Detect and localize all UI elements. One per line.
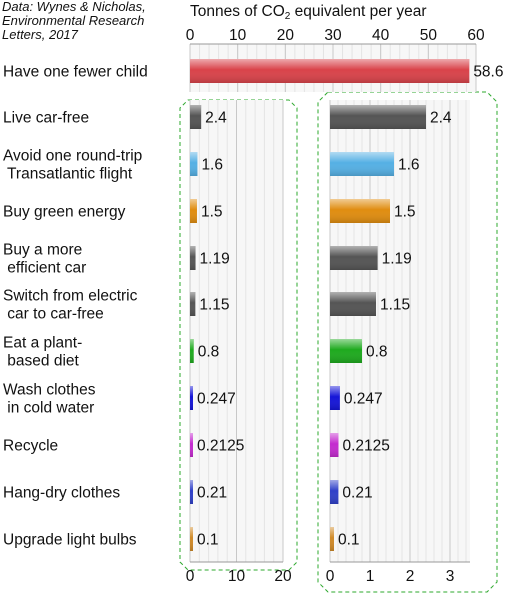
bar-shading — [190, 105, 202, 129]
category-label-line: efficient car — [3, 260, 86, 277]
bar-value-label: 0.1 — [197, 532, 219, 549]
bar-value-label: 0.2125 — [343, 438, 390, 455]
category-label: Live car-free — [3, 110, 89, 127]
bar-shading — [190, 480, 193, 504]
x-tick-label: 50 — [420, 27, 438, 44]
category-label: Avoid one round-trip Transatlantic fligh… — [3, 148, 142, 183]
category-label-line: Buy green energy — [3, 204, 126, 221]
bar-value-label: 0.2125 — [197, 438, 244, 455]
category-label-line: Eat a plant- — [3, 335, 82, 352]
bar-shading — [330, 292, 376, 316]
category-label-line: Hang-dry clothes — [3, 485, 120, 502]
bar-shading — [190, 527, 193, 551]
bar-value-label: 1.15 — [380, 297, 410, 314]
category-label: Hang-dry clothes — [3, 485, 120, 502]
category-label: Recycle — [3, 438, 58, 455]
chart-title-text: Tonnes of CO — [190, 3, 285, 20]
category-label: Upgrade light bulbs — [3, 532, 137, 549]
category-label: Have one fewer child — [3, 64, 148, 81]
bar-value-label: 1.19 — [382, 251, 412, 268]
x-tick-label: 0 — [186, 568, 195, 585]
bar-value-label: 0.247 — [197, 391, 236, 408]
bar-shading — [330, 105, 426, 129]
bar-shading — [190, 386, 193, 410]
category-label: Buy a more efficient car — [3, 242, 86, 277]
category-label-line: Buy a more — [3, 242, 82, 259]
category-label-line: car to car-free — [3, 306, 104, 323]
bar-shading — [330, 386, 340, 410]
bar-value-label: 0.21 — [197, 485, 227, 502]
bar-value-label: 2.4 — [205, 110, 227, 127]
category-label: Buy green energy — [3, 204, 126, 221]
bar-shading — [330, 339, 362, 363]
bars-layer — [190, 59, 470, 551]
x-tick-label: 10 — [229, 27, 247, 44]
x-tick-label: 20 — [277, 27, 295, 44]
bar-value-label: 0.247 — [344, 391, 383, 408]
category-label-line: Recycle — [3, 438, 58, 455]
x-tick-label: 0 — [326, 568, 335, 585]
source-note-line: Environmental Research — [2, 13, 145, 28]
x-tick-label: 1 — [366, 568, 375, 585]
category-label-line: Switch from electric — [3, 288, 138, 305]
x-tick-label: 3 — [446, 568, 455, 585]
category-label-line: Avoid one round-trip — [3, 148, 142, 165]
bar-shading — [190, 433, 193, 457]
x-tick-label: 60 — [467, 27, 485, 44]
bar-shading — [330, 527, 334, 551]
bar-value-label: 58.6 — [473, 64, 503, 81]
bar-shading — [330, 246, 378, 270]
labels-layer: 0 10 20 30 40 50 60 0 10 20 0 1 2 3 58.6 2.4 1.6 1.5 1.19 1… — [3, 27, 503, 585]
panel-layer — [179, 91, 498, 593]
bar-value-label: 2.4 — [430, 110, 452, 127]
x-tick-label: 30 — [324, 27, 342, 44]
category-label-line: Have one fewer child — [3, 64, 148, 81]
bar-value-label: 1.15 — [199, 297, 229, 314]
category-label: Eat a plant- based diet — [3, 335, 82, 370]
x-tick-label: 20 — [274, 568, 292, 585]
bar-shading — [330, 152, 394, 176]
bar-shading — [330, 199, 390, 223]
category-label-line: Upgrade light bulbs — [3, 532, 137, 549]
category-label-line: Wash clothes — [3, 382, 96, 399]
category-label-line: Transatlantic flight — [3, 166, 133, 183]
chart-title: Tonnes of CO2 equivalent per year — [190, 3, 426, 22]
source-note-line: Letters, 2017 — [2, 27, 78, 42]
bar-shading — [190, 59, 470, 83]
bar-shading — [190, 152, 198, 176]
source-note: Data: Wynes & Nicholas, Environmental Re… — [2, 0, 182, 42]
x-tick-label: 2 — [406, 568, 415, 585]
panel-background — [330, 100, 470, 562]
chart-title-text-end: equivalent per year — [290, 3, 427, 20]
x-tick-label: 10 — [228, 568, 246, 585]
bar-value-label: 0.8 — [366, 344, 388, 361]
bar-shading — [330, 480, 339, 504]
category-label-line: in cold water — [3, 400, 94, 417]
category-label-line: based diet — [3, 353, 80, 370]
bar-shading — [190, 199, 197, 223]
bar-shading — [190, 339, 194, 363]
chart-title-subscript: 2 — [284, 11, 291, 22]
bar-value-label: 1.19 — [200, 251, 230, 268]
bar-value-label: 1.5 — [394, 204, 416, 221]
zoom-frame-left — [179, 99, 298, 571]
category-label: Wash clothes in cold water — [3, 382, 96, 417]
bar-shading — [190, 292, 196, 316]
bar-shading — [330, 433, 339, 457]
bar-value-label: 0.8 — [198, 344, 220, 361]
x-tick-label: 0 — [186, 27, 195, 44]
category-label: Switch from electric car to car-free — [3, 288, 138, 323]
bar-value-label: 1.5 — [201, 204, 223, 221]
bar-value-label: 0.1 — [338, 532, 360, 549]
x-tick-label: 40 — [372, 27, 390, 44]
bar-value-label: 1.6 — [201, 157, 223, 174]
bar-value-label: 0.21 — [342, 485, 372, 502]
zoom-frame-right — [317, 91, 498, 593]
category-label-line: Live car-free — [3, 110, 89, 127]
source-note-line: Data: Wynes & Nicholas, — [2, 0, 146, 14]
bar-shading — [190, 246, 196, 270]
bar-value-label: 1.6 — [398, 157, 420, 174]
